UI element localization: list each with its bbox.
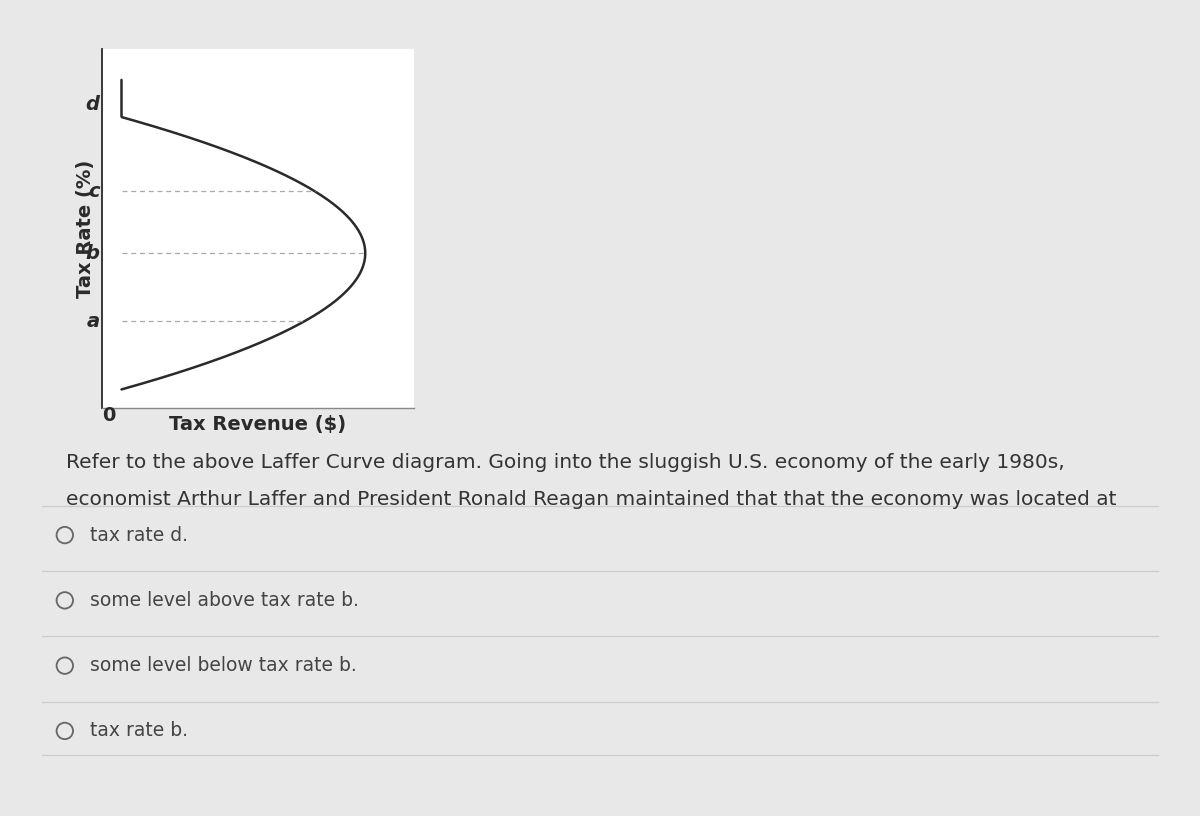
Text: tax rate b.: tax rate b.: [90, 721, 188, 740]
X-axis label: Tax Revenue ($): Tax Revenue ($): [169, 415, 347, 434]
Text: some level below tax rate b.: some level below tax rate b.: [90, 656, 356, 675]
Text: tax rate d.: tax rate d.: [90, 526, 188, 544]
Text: a: a: [86, 312, 100, 330]
Text: c: c: [88, 182, 100, 201]
Text: Refer to the above Laffer Curve diagram. Going into the sluggish U.S. economy of: Refer to the above Laffer Curve diagram.…: [66, 453, 1064, 472]
Text: some level above tax rate b.: some level above tax rate b.: [90, 591, 359, 610]
Text: b: b: [85, 244, 100, 263]
Text: d: d: [85, 95, 100, 114]
Y-axis label: Tax Rate (%): Tax Rate (%): [76, 159, 95, 298]
Text: 0: 0: [102, 406, 115, 425]
Text: economist Arthur Laffer and President Ronald Reagan maintained that that the eco: economist Arthur Laffer and President Ro…: [66, 490, 1116, 508]
